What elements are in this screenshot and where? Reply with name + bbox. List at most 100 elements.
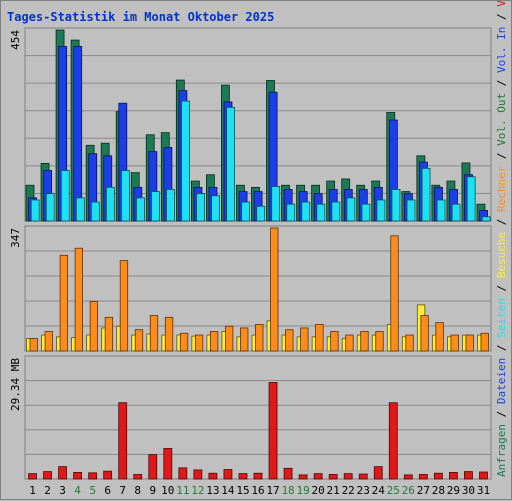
- legend-entry: /: [495, 7, 508, 27]
- bar-seiten-8: [136, 197, 145, 222]
- legend-entry: /: [495, 212, 508, 232]
- bar-volumen-18: [283, 467, 293, 480]
- bar-volumen-16: [253, 472, 263, 480]
- bar-seiten-9: [151, 191, 160, 222]
- x-tick-label-11: 11: [176, 484, 189, 497]
- x-tick-label-19: 19: [296, 484, 309, 497]
- bar-seiten-25: [391, 189, 401, 222]
- panel-bottom: 29.34 MB: [9, 355, 492, 480]
- legend-entry: /: [495, 338, 508, 358]
- bar-rechner-3: [59, 254, 68, 352]
- bar-volumen-11: [178, 467, 188, 480]
- plot-area-bottom: [24, 355, 492, 480]
- bar-volumen-3: [58, 466, 67, 480]
- bar-volumen-1: [28, 473, 37, 480]
- x-tick-label-28: 28: [432, 484, 445, 497]
- bar-rechner-6: [104, 316, 114, 352]
- legend-entry: Besuche: [495, 232, 508, 278]
- y-tick-label-bottom: 29.34 MB: [9, 358, 22, 411]
- bar-seiten-6: [105, 186, 115, 222]
- x-tick-label-9: 9: [149, 484, 156, 497]
- bar-volumen-14: [223, 469, 233, 480]
- bar-seiten-18: [286, 203, 296, 222]
- bar-rechner-24: [375, 331, 384, 352]
- y-tick-label-middle: 347: [9, 228, 22, 248]
- bar-volumen-28: [433, 472, 443, 480]
- bar-rechner-16: [255, 324, 264, 352]
- bar-volumen-29: [449, 472, 458, 480]
- x-tick-label-6: 6: [104, 484, 111, 497]
- bar-volumen-20: [313, 473, 323, 480]
- bar-volumen-2: [43, 471, 52, 480]
- legend-entry: /: [495, 278, 508, 298]
- bar-rechner-9: [149, 315, 159, 352]
- bar-seiten-16: [256, 205, 266, 222]
- bar-rechner-22: [345, 334, 354, 352]
- bar-volumen-10: [163, 448, 173, 480]
- bar-rechner-26: [405, 334, 414, 352]
- bar-seiten-21: [331, 201, 341, 222]
- bar-rechner-2: [44, 331, 53, 352]
- bar-volumen-9: [148, 454, 158, 480]
- bar-volumen-23: [358, 473, 368, 480]
- bar-seiten-14: [226, 107, 236, 222]
- x-tick-label-10: 10: [161, 484, 174, 497]
- legend-text: Anfragen / Dateien / Seiten / Besuche / …: [495, 1, 508, 477]
- bar-seiten-26: [406, 199, 416, 222]
- bar-rechner-1: [29, 338, 38, 352]
- bar-rechner-23: [360, 331, 369, 352]
- legend-entry: Rechner: [495, 165, 508, 212]
- bar-seiten-27: [421, 168, 431, 222]
- x-tick-label-31: 31: [477, 484, 490, 497]
- bar-volumen-31: [479, 471, 488, 480]
- bar-volumen-6: [103, 470, 113, 480]
- legend-entry: Vol. Out: [495, 93, 508, 146]
- x-tick-label-20: 20: [312, 484, 325, 497]
- bar-seiten-31: [481, 216, 491, 222]
- bar-rechner-7: [119, 260, 129, 352]
- chart-panels: 454 347 29.34 MB: [9, 27, 492, 480]
- legend-entry: Vol. In: [495, 27, 508, 73]
- legend-entry: /: [495, 73, 508, 93]
- bar-seiten-11: [181, 100, 190, 222]
- bar-rechner-27: [420, 315, 429, 352]
- x-tick-label-22: 22: [342, 484, 355, 497]
- x-tick-label-12: 12: [191, 484, 204, 497]
- bar-seiten-7: [120, 170, 130, 222]
- bar-volumen-8: [133, 474, 143, 480]
- bar-seiten-1: [30, 199, 40, 222]
- legend-entry: /: [495, 146, 508, 166]
- bar-rechner-31: [480, 332, 489, 352]
- x-tick-label-3: 3: [59, 484, 66, 497]
- bar-seiten-22: [346, 197, 356, 222]
- bar-volumen-19: [298, 474, 308, 480]
- x-tick-label-26: 26: [402, 484, 415, 497]
- bar-volumen-12: [193, 469, 203, 480]
- x-tick-label-17: 17: [266, 484, 279, 497]
- y-tick-label-top: 454: [9, 30, 22, 50]
- x-tick-label-4: 4: [74, 484, 81, 497]
- bar-volumen-5: [88, 472, 98, 480]
- x-tick-label-1: 1: [29, 484, 36, 497]
- bar-dateien-4: [73, 46, 83, 222]
- bar-volumen-7: [118, 402, 128, 480]
- bar-rechner-18: [285, 329, 294, 352]
- x-tick-label-5: 5: [89, 484, 96, 497]
- bar-seiten-28: [436, 199, 446, 222]
- x-tick-label-25: 25: [387, 484, 400, 497]
- bar-rechner-5: [89, 300, 99, 352]
- bar-seiten-4: [75, 197, 85, 222]
- bar-rechner-13: [209, 331, 219, 352]
- bar-volumen-21: [328, 474, 338, 480]
- bar-volumen-22: [343, 473, 353, 480]
- x-tick-label-18: 18: [281, 484, 294, 497]
- x-tick-label-8: 8: [134, 484, 141, 497]
- bar-rechner-17: [270, 227, 279, 352]
- x-tick-label-13: 13: [206, 484, 219, 497]
- legend-entry: /: [495, 404, 508, 424]
- bar-volumen-4: [73, 472, 83, 480]
- bar-rechner-10: [164, 316, 174, 352]
- bar-seiten-10: [166, 189, 175, 222]
- x-tick-label-15: 15: [236, 484, 249, 497]
